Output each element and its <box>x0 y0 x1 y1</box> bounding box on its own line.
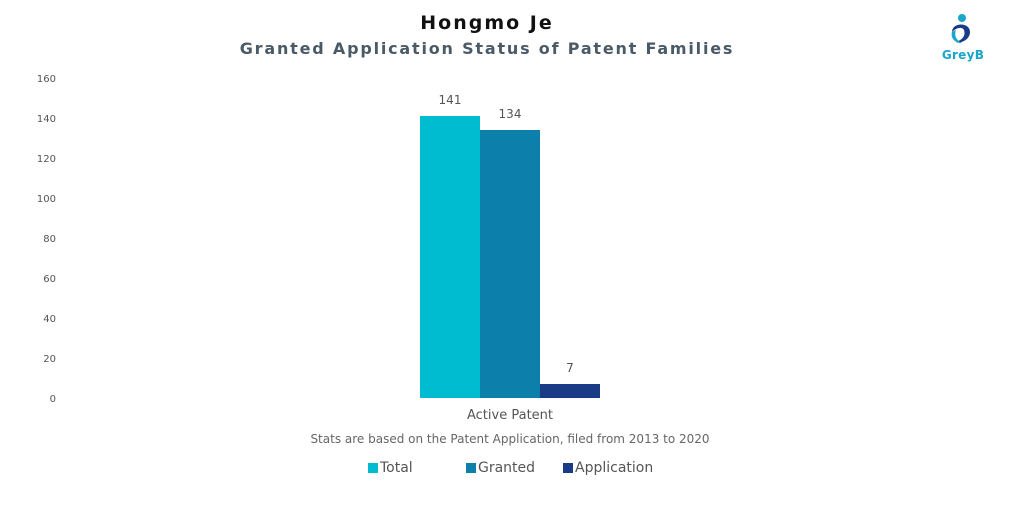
legend-label: Total <box>380 460 413 476</box>
y-tick-label: 40 <box>43 314 56 325</box>
chart-legend: Total Granted Application <box>368 458 683 478</box>
chart-title: Hongmo Je <box>420 12 554 34</box>
data-label-application: 7 <box>566 361 574 375</box>
y-tick-label: 20 <box>43 354 56 365</box>
legend-label: Application <box>575 460 654 476</box>
chart-note: Stats are based on the Patent Applicatio… <box>310 432 709 446</box>
bar-total <box>420 116 480 398</box>
chart-subtitle: Granted Application Status of Patent Fam… <box>239 39 735 58</box>
y-tick-label: 60 <box>43 274 56 285</box>
legend-label: Granted <box>478 460 536 476</box>
y-tick-label: 80 <box>43 234 56 245</box>
bar-application <box>540 384 600 398</box>
legend-swatch <box>563 463 573 473</box>
legend-item-granted[interactable]: Granted <box>466 460 563 476</box>
y-tick-label: 120 <box>37 154 56 165</box>
y-tick-label: 160 <box>37 74 56 85</box>
legend-item-total[interactable]: Total <box>368 460 466 476</box>
legend-swatch <box>466 463 476 473</box>
data-label-total: 141 <box>439 93 462 107</box>
greyb-logo-icon <box>951 14 970 44</box>
y-tick-label: 140 <box>37 114 56 125</box>
x-category-label: Active Patent <box>467 408 553 423</box>
bar-granted <box>480 130 540 398</box>
y-tick-label: 100 <box>37 194 56 205</box>
legend-swatch <box>368 463 378 473</box>
legend-item-application[interactable]: Application <box>563 460 683 476</box>
greyb-logo: GreyB <box>938 10 988 66</box>
logo-text: GreyB <box>941 48 985 62</box>
data-label-granted: 134 <box>499 107 522 121</box>
y-tick-label: 0 <box>50 394 56 405</box>
